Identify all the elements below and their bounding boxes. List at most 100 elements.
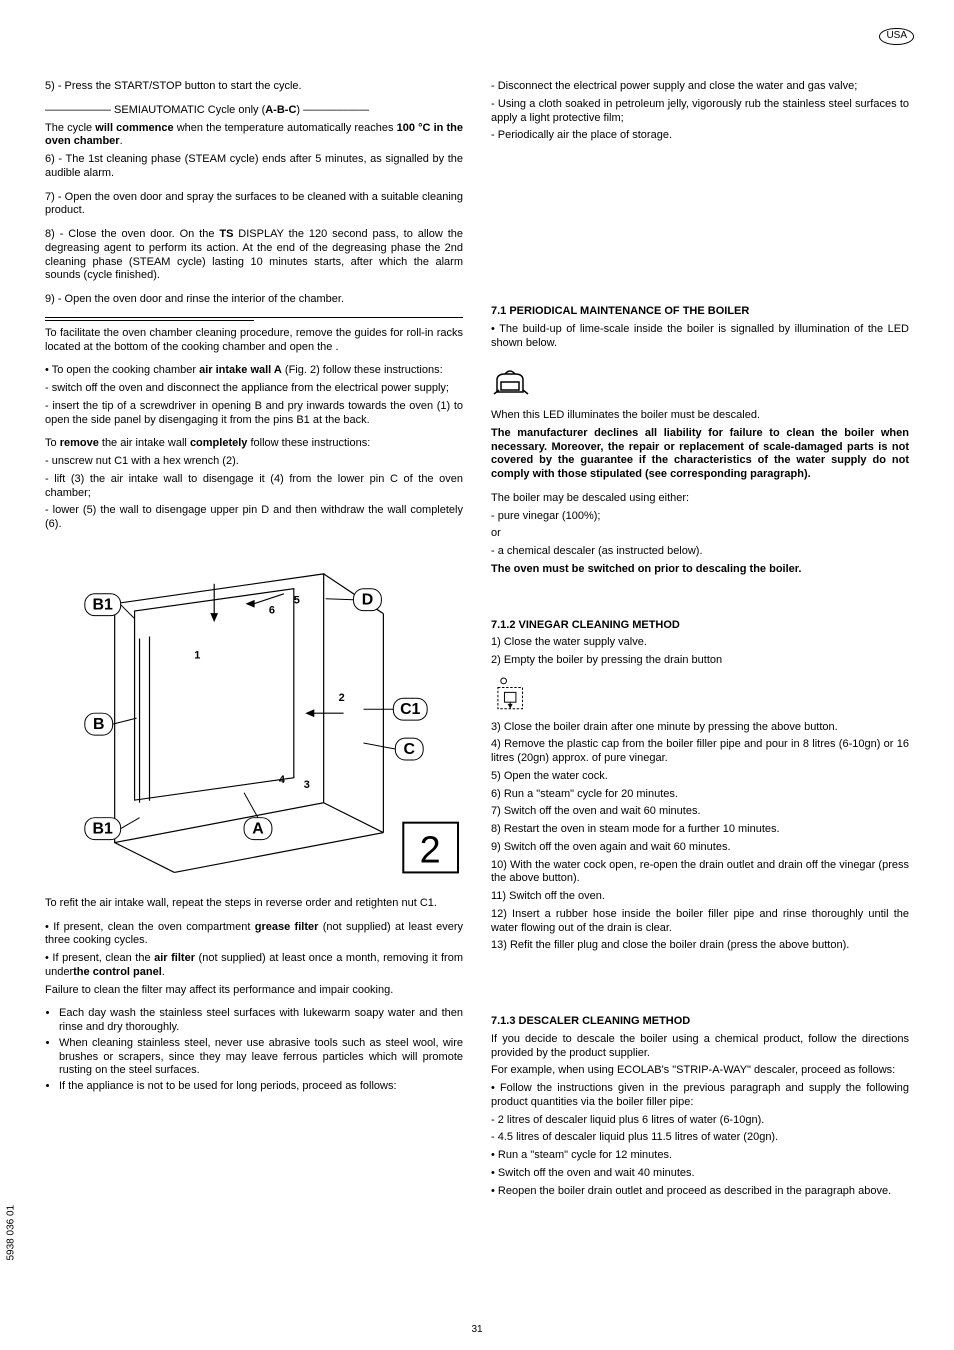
heading-7-1-3: 7.1.3 DESCALER CLEANING METHOD: [491, 1015, 909, 1029]
instr-lift: - lift (3) the air intake wall to diseng…: [45, 473, 463, 501]
v-step-3: 3) Close the boiler drain after one minu…: [491, 721, 909, 735]
opt-chemical: - a chemical descaler (as instructed bel…: [491, 545, 909, 559]
document-code: 5938 036 01: [6, 1204, 19, 1260]
t: the control panel: [73, 966, 162, 978]
remove-completely: To remove the air intake wall completely…: [45, 437, 463, 451]
v-step-12: 12) Insert a rubber hose inside the boil…: [491, 908, 909, 936]
page-number: 31: [471, 1324, 482, 1337]
v-step-9: 9) Switch off the oven again and wait 60…: [491, 841, 909, 855]
svg-text:C1: C1: [400, 701, 420, 718]
svg-text:A: A: [252, 820, 264, 837]
facilitate-note: To facilitate the oven chamber cleaning …: [45, 327, 463, 355]
svg-text:B1: B1: [93, 596, 113, 613]
t: remove: [60, 437, 99, 449]
svg-text:D: D: [362, 591, 374, 608]
failure-note: Failure to clean the filter may affect i…: [45, 984, 463, 998]
v-step-4: 4) Remove the plastic cap from the boile…: [491, 738, 909, 766]
svg-text:B1: B1: [93, 820, 113, 837]
figure-2: B1 B1 B D C1 C A 1 2 3 4 5 6 2: [45, 544, 463, 882]
refit-note: To refit the air intake wall, repeat the…: [45, 897, 463, 911]
svg-text:4: 4: [279, 774, 286, 786]
instr-screwdriver: - insert the tip of a screwdriver in ope…: [45, 400, 463, 428]
divider-short: [45, 320, 254, 321]
air-filter: • If present, clean the air filter (not …: [45, 952, 463, 980]
t: air intake wall A: [199, 364, 282, 376]
spacer: [491, 587, 909, 607]
divider: [45, 317, 463, 318]
t: grease filter: [255, 921, 319, 933]
cycle-commence: The cycle will commence when the tempera…: [45, 122, 463, 150]
t: when the temperature automatically reach…: [174, 122, 397, 134]
svg-text:3: 3: [304, 779, 310, 791]
d-qty-2: - 4.5 litres of descaler liquid plus 11.…: [491, 1131, 909, 1145]
storage-2: - Using a cloth soaked in petroleum jell…: [491, 98, 909, 126]
t: 8) - Close the oven door. On the: [45, 228, 219, 240]
instr-lower: - lower (5) the wall to disengage upper …: [45, 504, 463, 532]
liability-note: The manufacturer declines all liability …: [491, 427, 909, 482]
heading-7-1: 7.1 PERIODICAL MAINTENANCE OF THE BOILER: [491, 305, 909, 319]
d-intro-2: For example, when using ECOLAB's "STRIP-…: [491, 1064, 909, 1078]
svg-text:6: 6: [269, 604, 275, 616]
v-step-6: 6) Run a "steam" cycle for 20 minutes.: [491, 788, 909, 802]
descale-either: The boiler may be descaled using either:: [491, 492, 909, 506]
t: .: [120, 135, 123, 147]
t: (Fig. 2) follow these instructions:: [282, 364, 443, 376]
step-6: 6) - The 1st cleaning phase (STEAM cycle…: [45, 153, 463, 181]
step-8: 8) - Close the oven door. On the TS DISP…: [45, 228, 463, 283]
boiler-led-icon: [491, 364, 531, 400]
v-step-10: 10) With the water cock open, re-open th…: [491, 859, 909, 887]
drain-button-icon: [491, 676, 531, 712]
svg-text:2: 2: [339, 692, 345, 704]
spacer: [491, 153, 909, 293]
air-intake-open: • To open the cooking chamber air intake…: [45, 364, 463, 378]
list-item: If the appliance is not to be used for l…: [59, 1080, 463, 1094]
svg-text:C: C: [404, 741, 416, 758]
d-steam: • Run a "steam" cycle for 12 minutes.: [491, 1149, 909, 1163]
spacer: [491, 963, 909, 1003]
d-intro-1: If you decide to descale the boiler usin…: [491, 1033, 909, 1061]
semi-bold: A-B-C: [265, 104, 296, 116]
heading-7-1-2: 7.1.2 VINEGAR CLEANING METHOD: [491, 619, 909, 633]
d-step-follow: • Follow the instructions given in the p…: [491, 1082, 909, 1110]
t: To: [45, 437, 60, 449]
t: • To open the cooking chamber: [45, 364, 199, 376]
semi-suffix: ) ——————: [296, 104, 369, 116]
t: TS: [219, 228, 233, 240]
usa-badge: USA: [879, 28, 914, 45]
v-step-7: 7) Switch off the oven and wait 60 minut…: [491, 805, 909, 819]
grease-filter: • If present, clean the oven compartment…: [45, 921, 463, 949]
t: .: [162, 966, 165, 978]
t: • If present, clean the oven compartment: [45, 921, 255, 933]
t: the air intake wall: [99, 437, 190, 449]
d-switch-off: • Switch off the oven and wait 40 minute…: [491, 1167, 909, 1181]
d-qty-1: - 2 litres of descaler liquid plus 6 lit…: [491, 1114, 909, 1128]
svg-text:5: 5: [294, 594, 300, 606]
opt-vinegar: - pure vinegar (100%);: [491, 510, 909, 524]
content-columns: 5) - Press the START/STOP button to star…: [45, 80, 909, 1202]
daily-care-list: Each day wash the stainless steel surfac…: [45, 1007, 463, 1094]
t: follow these instructions:: [247, 437, 370, 449]
list-item: Each day wash the stainless steel surfac…: [59, 1007, 463, 1035]
opt-or: or: [491, 527, 909, 541]
step-7: 7) - Open the oven door and spray the su…: [45, 191, 463, 219]
svg-text:2: 2: [420, 829, 441, 871]
storage-3: - Periodically air the place of storage.: [491, 129, 909, 143]
v-step-13: 13) Refit the filler plug and close the …: [491, 939, 909, 953]
d-reopen: • Reopen the boiler drain outlet and pro…: [491, 1185, 909, 1199]
semi-auto-divider: —————— SEMIAUTOMATIC Cycle only (A-B-C) …: [45, 104, 463, 118]
t: air filter: [154, 952, 195, 964]
v-step-8: 8) Restart the oven in steam mode for a …: [491, 823, 909, 837]
t: will commence: [95, 122, 173, 134]
svg-text:B: B: [93, 716, 105, 733]
right-column: - Disconnect the electrical power supply…: [491, 80, 909, 1202]
t: Periodically air the place of storage.: [498, 129, 672, 141]
t: The cycle: [45, 122, 95, 134]
v-step-2: 2) Empty the boiler by pressing the drai…: [491, 654, 909, 668]
v-step-11: 11) Switch off the oven.: [491, 890, 909, 904]
lime-scale-note: • The build-up of lime-scale inside the …: [491, 323, 909, 351]
step-5: 5) - Press the START/STOP button to star…: [45, 80, 463, 94]
oven-on-note: The oven must be switched on prior to de…: [491, 563, 909, 577]
v-step-5: 5) Open the water cock.: [491, 770, 909, 784]
svg-text:1: 1: [194, 649, 200, 661]
semi-prefix: —————— SEMIAUTOMATIC Cycle only (: [45, 104, 265, 116]
